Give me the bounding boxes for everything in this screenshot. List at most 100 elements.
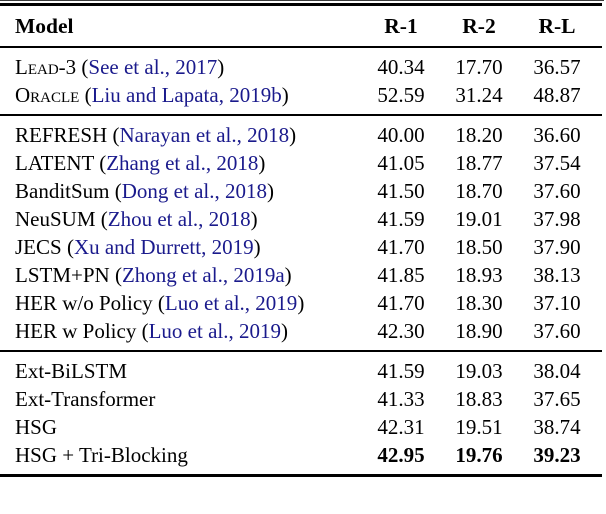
- citation-link[interactable]: Xu and Durrett, 2019: [73, 235, 254, 259]
- score-cell-r2: 31.24: [455, 83, 503, 107]
- model-name: Oracle: [15, 83, 80, 107]
- citation-link[interactable]: Dong et al., 2018: [121, 179, 267, 203]
- model-name: HSG + Tri-Blocking: [15, 443, 188, 467]
- citation-close-paren: ): [250, 207, 258, 231]
- score-cell-rl: 38.04: [533, 359, 581, 383]
- table-section: Ext-BiLSTM 41.59 19.03 38.04 Ext-Transformer…: [0, 352, 606, 474]
- column-header-rl: R-L: [538, 14, 576, 38]
- table-row: NeuSUM (Zhou et al., 2018) 41.59 19.01 37.9…: [0, 205, 606, 233]
- score-cell-r1: 41.70: [377, 235, 425, 259]
- model-name: BanditSum: [15, 179, 110, 203]
- score-cell-r1: 42.31: [377, 415, 425, 439]
- citation-open-paren: (: [109, 263, 122, 287]
- citation-link[interactable]: Liu and Lapata, 2019b: [91, 83, 282, 107]
- citation-close-paren: ): [284, 263, 292, 287]
- model-name: JECS: [15, 235, 62, 259]
- citation-link[interactable]: Zhang et al., 2018: [106, 151, 259, 175]
- citation-close-paren: ): [289, 123, 297, 147]
- model-cell: REFRESH (Narayan et al., 2018): [15, 121, 362, 149]
- table-row: HSG 42.31 19.51 38.74: [0, 413, 606, 441]
- citation-close-paren: ): [258, 151, 266, 175]
- score-cell-rl: 37.98: [533, 207, 581, 231]
- table-row: Lead-3 (See et al., 2017) 40.34 17.70 36.57: [0, 53, 606, 81]
- column-header-r2: R-2: [462, 14, 496, 38]
- citation-link[interactable]: See et al., 2017: [88, 55, 218, 79]
- model-cell: HER w/o Policy (Luo et al., 2019): [15, 289, 362, 317]
- citation-close-paren: ): [267, 179, 274, 203]
- score-cell-r2: 19.01: [455, 207, 503, 231]
- model-cell: LSTM+PN (Zhong et al., 2019a): [15, 261, 362, 289]
- score-cell-rl: 38.74: [533, 415, 581, 439]
- citation-open-paren: (: [61, 235, 74, 259]
- table-row: Ext-Transformer 41.33 18.83 37.65: [0, 385, 606, 413]
- table-row: LSTM+PN (Zhong et al., 2019a) 41.85 18.93 3…: [0, 261, 606, 289]
- model-cell: Lead-3 (See et al., 2017): [15, 53, 362, 81]
- model-cell: HSG + Tri-Blocking: [15, 441, 362, 469]
- score-cell-r1: 41.05: [377, 151, 425, 175]
- citation-close-paren: ): [217, 55, 225, 79]
- citation-link[interactable]: Luo et al., 2019: [164, 291, 298, 315]
- model-name: NeuSUM: [15, 207, 96, 231]
- section-divider-rule: [0, 350, 602, 352]
- score-cell-r1: 40.34: [377, 55, 425, 79]
- score-cell-rl: 37.60: [533, 179, 581, 203]
- score-cell-rl: 39.23: [533, 443, 581, 467]
- section-divider-rule: [0, 114, 602, 116]
- score-cell-r2: 19.76: [455, 443, 503, 467]
- model-cell: BanditSum (Dong et al., 2018): [15, 177, 362, 205]
- score-cell-rl: 37.54: [533, 151, 581, 175]
- table-row: LATENT (Zhang et al., 2018) 41.05 18.77 37.…: [0, 149, 606, 177]
- score-cell-r1: 42.30: [377, 319, 425, 343]
- table-header-row: Model R-1 R-2 R-L: [0, 6, 606, 46]
- score-cell-r2: 18.77: [455, 151, 503, 175]
- model-cell: HSG: [15, 413, 362, 441]
- score-cell-r2: 18.50: [455, 235, 503, 259]
- table-row: Ext-BiLSTM 41.59 19.03 38.04: [0, 357, 606, 385]
- citation-open-paren: (: [152, 291, 165, 315]
- table-row: BanditSum (Dong et al., 2018) 41.50 18.70 3…: [0, 177, 606, 205]
- score-cell-r1: 41.59: [377, 359, 425, 383]
- score-cell-rl: 37.10: [533, 291, 581, 315]
- score-cell-rl: 36.57: [533, 55, 581, 79]
- table-section: REFRESH (Narayan et al., 2018) 40.00 18.20…: [0, 116, 606, 350]
- model-cell: JECS (Xu and Durrett, 2019): [15, 233, 362, 261]
- citation-open-paren: (: [109, 179, 122, 203]
- score-cell-r2: 18.90: [455, 319, 503, 343]
- top-rule: [0, 3, 602, 6]
- score-cell-r1: 41.50: [377, 179, 425, 203]
- model-cell: Ext-BiLSTM: [15, 357, 362, 385]
- citation-open-paren: (: [136, 319, 149, 343]
- bottom-rule: [0, 474, 602, 477]
- score-cell-rl: 37.65: [533, 387, 581, 411]
- citation-open-paren: (: [79, 83, 92, 107]
- score-cell-r2: 17.70: [455, 55, 503, 79]
- table-row: JECS (Xu and Durrett, 2019) 41.70 18.50 37.…: [0, 233, 606, 261]
- citation-close-paren: ): [297, 291, 305, 315]
- column-header-model: Model: [15, 14, 74, 38]
- model-cell: NeuSUM (Zhou et al., 2018): [15, 205, 362, 233]
- table-sections: Lead-3 (See et al., 2017) 40.34 17.70 36.57…: [0, 48, 606, 474]
- model-cell: HER w Policy (Luo et al., 2019): [15, 317, 362, 345]
- score-cell-r1: 41.70: [377, 291, 425, 315]
- citation-open-paren: (: [107, 123, 120, 147]
- header-rule: [0, 46, 602, 48]
- citation-link[interactable]: Luo et al., 2019: [148, 319, 281, 343]
- score-cell-r1: 52.59: [377, 83, 425, 107]
- citation-close-paren: ): [281, 83, 289, 107]
- model-cell: Ext-Transformer: [15, 385, 362, 413]
- model-name: HER w Policy: [15, 319, 137, 343]
- table-row: REFRESH (Narayan et al., 2018) 40.00 18.20…: [0, 121, 606, 149]
- column-header-r1: R-1: [384, 14, 418, 38]
- score-cell-r1: 41.85: [377, 263, 425, 287]
- citation-link[interactable]: Zhou et al., 2018: [107, 207, 251, 231]
- model-name: HER w/o Policy: [15, 291, 153, 315]
- citation-link[interactable]: Narayan et al., 2018: [119, 123, 290, 147]
- score-cell-r1: 42.95: [377, 443, 425, 467]
- citation-link[interactable]: Zhong et al., 2019a: [121, 263, 285, 287]
- score-cell-r2: 19.51: [455, 415, 503, 439]
- score-cell-r2: 18.83: [455, 387, 503, 411]
- score-cell-r1: 41.59: [377, 207, 425, 231]
- model-name: Ext-Transformer: [15, 387, 156, 411]
- model-name: REFRESH: [15, 123, 108, 147]
- citation-close-paren: ): [253, 235, 261, 259]
